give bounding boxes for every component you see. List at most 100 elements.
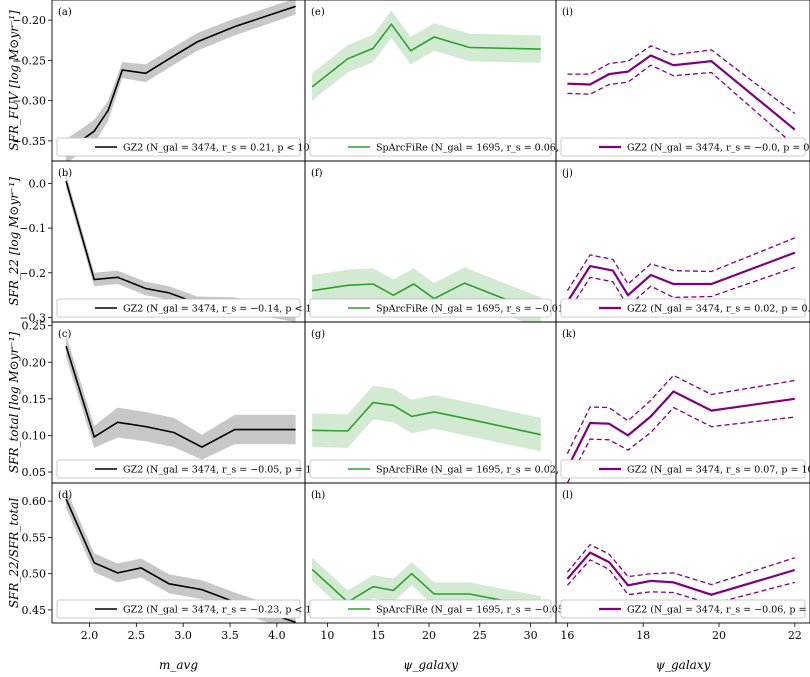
x-tick-label: 3.0 (174, 629, 192, 642)
series-line (311, 282, 542, 314)
legend: GZ2 (N_gal = 3474, r_s = 0.07, p = 10⁻²) (560, 459, 810, 479)
legend-text: GZ2 (N_gal = 3474, r_s = −0.0, p = 0.92) (627, 143, 810, 154)
panel-k: (k) GZ2 (N_gal = 3474, r_s = 0.07, p = 10… (555, 321, 810, 484)
legend-text: GZ2 (N_gal = 3474, r_s = −0.14, p < 10⁻³… (123, 304, 330, 315)
y-tick-label: −0.30 (12, 95, 46, 108)
panel-c: (c) 0.05 0.10 0.15 0.20 0.25 GZ2 (N_gal = 3474… (22, 320, 330, 484)
panel-h: (h) 10 15 20 25 30 SpArcFiRe (N_gal = 1695, r_… (304, 482, 615, 642)
confidence-band (66, 174, 296, 322)
panel-g: (g) SpArcFiRe (N_gal = 1695, r_s = 0.02, … (304, 321, 607, 484)
panel-e: (e) SpArcFiRe (N_gal = 1695, r_s = 0.06, … (304, 0, 607, 162)
series-line (311, 22, 541, 88)
upper-dashed-line (566, 237, 796, 292)
y-tick-label: 0.10 (22, 429, 47, 442)
y-tick-label: 0.0 (29, 177, 47, 190)
confidence-band (66, 335, 296, 460)
legend: SpArcFiRe (N_gal = 1695, r_s = −0.05, p … (309, 599, 615, 619)
x-tick-label: 30 (524, 629, 538, 642)
series-line (566, 390, 795, 469)
axes-frame (555, 0, 810, 162)
legend: GZ2 (N_gal = 3474, r_s = −0.05, p = 10⁻¹… (56, 459, 330, 479)
panel-d: (d) 0.45 0.50 0.55 0.60 2.0 2.5 3.0 3.5 4.0 GZ2 (N… (22, 482, 330, 642)
x-tick-label: 4.0 (268, 629, 286, 642)
upper-dashed-line (566, 543, 795, 586)
panel-label: (c) (58, 329, 72, 340)
upper-dashed-line (566, 374, 795, 454)
legend-text: SpArcFiRe (N_gal = 1695, r_s = 0.06, p =… (376, 143, 607, 154)
x-tick-label: 22 (788, 629, 802, 642)
x-tick-label: 16 (560, 629, 574, 642)
confidence-band (312, 10, 541, 101)
y-tick-label: 0.45 (22, 604, 47, 617)
legend-box (560, 298, 806, 318)
legend-text: GZ2 (N_gal = 3474, r_s = 0.21, p < 10⁻³) (123, 143, 322, 154)
panel-label: (d) (58, 490, 72, 501)
panel-label: (i) (562, 7, 573, 18)
y-tick-label: 0.20 (22, 356, 47, 369)
panel-j: (j) GZ2 (N_gal = 3474, r_s = 0.02, p = 0.… (555, 160, 810, 323)
x-tick-label: 20 (712, 629, 726, 642)
panel-label: (j) (562, 168, 573, 179)
panel-label: (l) (562, 490, 573, 501)
y-tick-label: 0.60 (22, 495, 47, 508)
series-line (566, 551, 796, 596)
y-tick-label: 0.50 (22, 568, 47, 581)
x-tick-label: 18 (636, 629, 650, 642)
series-line (65, 345, 296, 449)
legend-text: GZ2 (N_gal = 3474, r_s = 0.02, p = 0.28) (627, 304, 810, 315)
upper-dashed-line (567, 45, 796, 115)
x-axis-label: m_avg (159, 658, 198, 672)
y-tick-label: 0.25 (22, 320, 47, 333)
legend-text: GZ2 (N_gal = 3474, r_s = −0.06, p = 10⁻²… (627, 605, 810, 616)
panel-label: (k) (562, 329, 576, 340)
x-tick-label: 15 (371, 629, 385, 642)
x-axis-label: ψ_galaxy (403, 658, 458, 672)
legend-box (309, 599, 552, 619)
y-tick-label: 0.05 (22, 466, 47, 479)
lower-dashed-line (567, 64, 796, 147)
panel-label: (f) (311, 168, 323, 179)
panel-label: (a) (58, 7, 72, 18)
legend-box (56, 459, 301, 479)
legend-text: SpArcFiRe (N_gal = 1695, r_s = −0.01, p … (376, 304, 609, 315)
y-tick-label: −0.20 (12, 14, 46, 27)
plot-area-g (312, 385, 541, 452)
lower-dashed-line (566, 406, 795, 483)
series-line (567, 54, 796, 131)
x-axis-label: ψ_galaxy (656, 658, 711, 672)
series-line (566, 251, 796, 303)
legend: GZ2 (N_gal = 3474, r_s = −0.06, p = 10⁻²… (560, 599, 810, 619)
legend: SpArcFiRe (N_gal = 1695, r_s = 0.06, p =… (309, 137, 607, 157)
legend-text: SpArcFiRe (N_gal = 1695, r_s = −0.05, p … (376, 605, 615, 616)
legend-box (56, 599, 301, 619)
plot-area-k (566, 374, 795, 483)
y-tick-label: −0.2 (19, 267, 46, 280)
plot-area-l (566, 543, 796, 605)
legend-box (560, 599, 806, 619)
legend-box (56, 298, 301, 318)
panel-i: (i) GZ2 (N_gal = 3474, r_s = −0.0, p = 0.… (555, 0, 810, 162)
axes-frame (555, 160, 810, 323)
y-axis-label: SFR_total [log M⊙yr⁻¹] (7, 332, 21, 474)
legend: GZ2 (N_gal = 3474, r_s = −0.0, p = 0.92) (560, 137, 810, 157)
axes-frame (304, 0, 557, 162)
panel-a: (a) −0.35 −0.30 −0.25 −0.20 GZ2 (N_gal = 3474… (12, 0, 322, 162)
panel-label: (h) (311, 490, 325, 501)
lower-dashed-line (566, 559, 795, 605)
legend-box (309, 137, 552, 157)
confidence-band (312, 385, 541, 452)
x-tick-label: 25 (473, 629, 487, 642)
y-tick-label: −0.1 (19, 222, 46, 235)
y-tick-label: −0.35 (12, 135, 46, 148)
x-tick-label: 10 (320, 629, 334, 642)
x-tick-label: 3.5 (221, 629, 239, 642)
panel-label: (b) (58, 168, 72, 179)
x-tick-label: 2.0 (81, 629, 99, 642)
legend-box (309, 459, 552, 479)
plot-area-f (311, 267, 542, 322)
legend: GZ2 (N_gal = 3474, r_s = −0.23, p < 10⁻³… (56, 599, 330, 619)
plot-area-c (65, 335, 296, 460)
legend-text: GZ2 (N_gal = 3474, r_s = −0.23, p < 10⁻³… (123, 605, 330, 616)
axes-frame (555, 482, 810, 624)
